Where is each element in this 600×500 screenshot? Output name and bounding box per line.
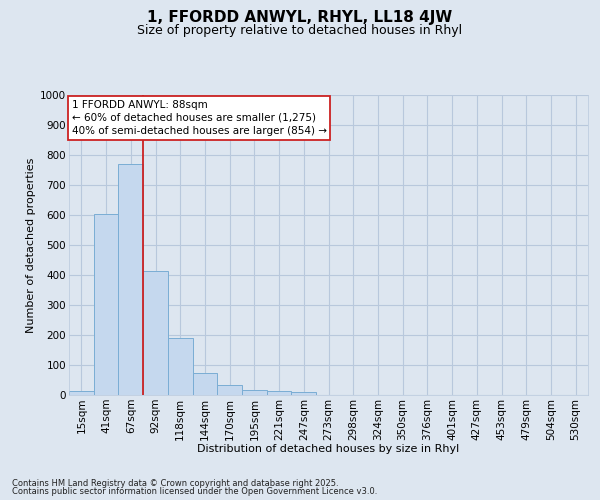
X-axis label: Distribution of detached houses by size in Rhyl: Distribution of detached houses by size … [197,444,460,454]
Bar [69,392,94,395]
Text: Size of property relative to detached houses in Rhyl: Size of property relative to detached ho… [137,24,463,37]
Text: 1 FFORDD ANWYL: 88sqm
← 60% of detached houses are smaller (1,275)
40% of semi-d: 1 FFORDD ANWYL: 88sqm ← 60% of detached … [71,100,326,136]
Bar [292,392,316,395]
Text: Contains public sector information licensed under the Open Government Licence v3: Contains public sector information licen… [12,487,377,496]
Bar [217,384,242,395]
Bar [168,338,193,395]
Y-axis label: Number of detached properties: Number of detached properties [26,158,36,332]
Bar [193,372,217,395]
Bar [118,164,143,395]
Bar [242,390,267,395]
Text: Contains HM Land Registry data © Crown copyright and database right 2025.: Contains HM Land Registry data © Crown c… [12,478,338,488]
Bar [143,270,168,395]
Text: 1, FFORDD ANWYL, RHYL, LL18 4JW: 1, FFORDD ANWYL, RHYL, LL18 4JW [148,10,452,25]
Bar [267,390,292,395]
Bar [94,214,118,395]
